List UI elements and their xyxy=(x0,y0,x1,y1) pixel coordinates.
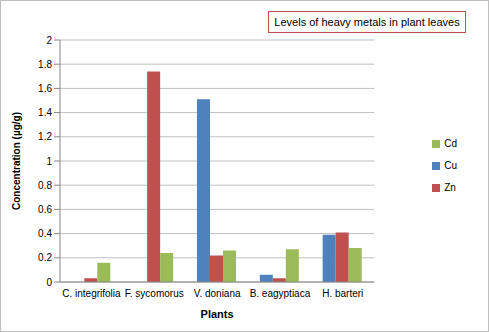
html-text:Zn: Zn xyxy=(444,182,456,193)
svg-text:B. eagyptiaca: B. eagyptiaca xyxy=(250,288,311,299)
svg-text:0.6: 0.6 xyxy=(38,204,52,215)
svg-text:1: 1 xyxy=(46,156,52,167)
svg-text:0.8: 0.8 xyxy=(38,180,52,191)
html-text:Cd: Cd xyxy=(444,138,457,149)
svg-text:2: 2 xyxy=(46,35,52,46)
svg-text:C. integrifolia: C. integrifolia xyxy=(62,288,121,299)
svg-text:V. doniana: V. doniana xyxy=(194,288,241,299)
svg-text:F. sycomorus: F. sycomorus xyxy=(125,288,184,299)
svg-text:1.8: 1.8 xyxy=(38,59,52,70)
svg-text:1.4: 1.4 xyxy=(38,107,52,118)
svg-text:H. barteri: H. barteri xyxy=(322,288,363,299)
svg-text:1.2: 1.2 xyxy=(38,131,52,142)
svg-text:0.4: 0.4 xyxy=(38,228,52,239)
html-text:Cu: Cu xyxy=(444,160,457,171)
svg-text:Plants: Plants xyxy=(201,308,234,320)
svg-text:1.6: 1.6 xyxy=(38,83,52,94)
svg-text:Concentration (µg/g): Concentration (µg/g) xyxy=(11,112,22,210)
svg-text:0.2: 0.2 xyxy=(38,252,52,263)
html-text:Levels of heavy metals in plan: Levels of heavy metals in plant leaves xyxy=(274,16,460,28)
svg-text:0: 0 xyxy=(46,277,52,288)
